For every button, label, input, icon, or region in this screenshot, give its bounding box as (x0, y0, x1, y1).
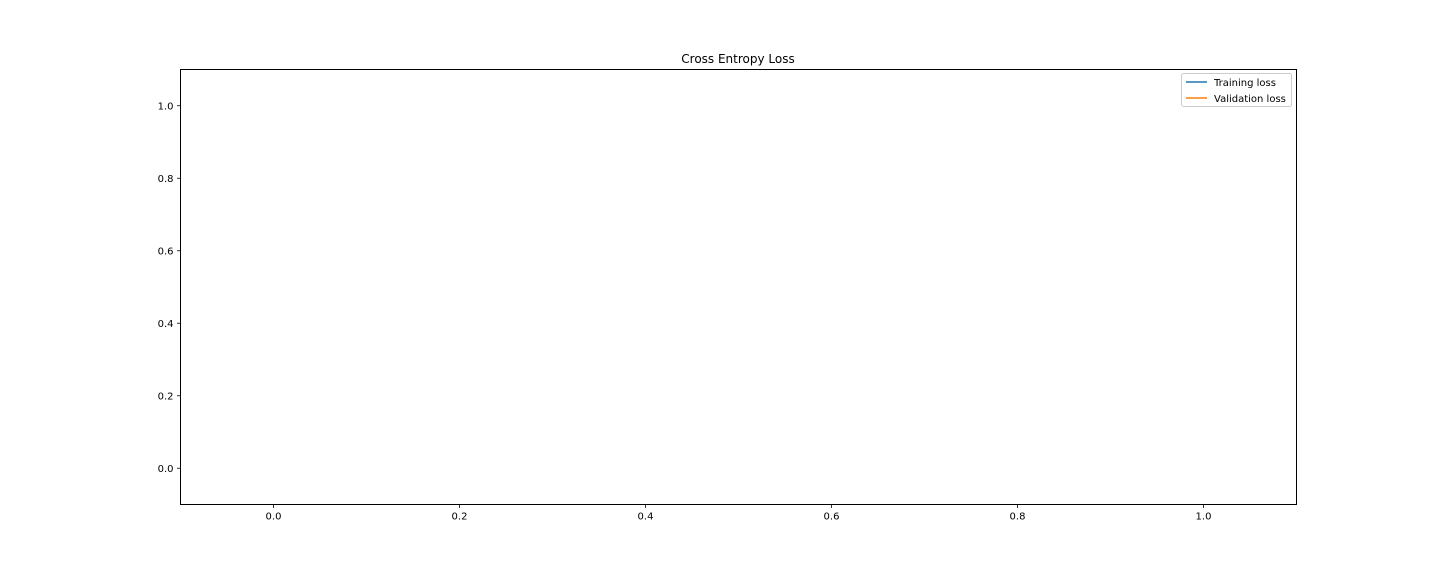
x-tick-label: 0.0 (266, 512, 282, 523)
y-tick-label: 0.0 (158, 464, 174, 475)
plot-frame (180, 69, 1297, 505)
chart-title: Cross Entropy Loss (681, 52, 794, 66)
y-tick-label: 0.8 (158, 174, 174, 185)
x-tick-label: 0.4 (638, 512, 654, 523)
x-tick-label: 0.2 (452, 512, 468, 523)
legend: Training loss Validation loss (1181, 73, 1292, 107)
y-axis: 0.0 0.2 0.4 0.6 0.8 1.0 (158, 101, 181, 475)
x-tick-label: 1.0 (1196, 512, 1212, 523)
legend-label-validation: Validation loss (1214, 94, 1286, 105)
x-tick-label: 0.6 (824, 512, 840, 523)
y-tick-label: 0.6 (158, 246, 174, 257)
legend-label-training: Training loss (1213, 78, 1276, 89)
x-axis: 0.0 0.2 0.4 0.6 0.8 1.0 (266, 504, 1212, 523)
y-tick-label: 1.0 (158, 101, 174, 112)
y-tick-label: 0.2 (158, 391, 174, 402)
legend-box (1181, 73, 1292, 107)
x-tick-label: 0.8 (1010, 512, 1026, 523)
y-tick-label: 0.4 (158, 319, 174, 330)
